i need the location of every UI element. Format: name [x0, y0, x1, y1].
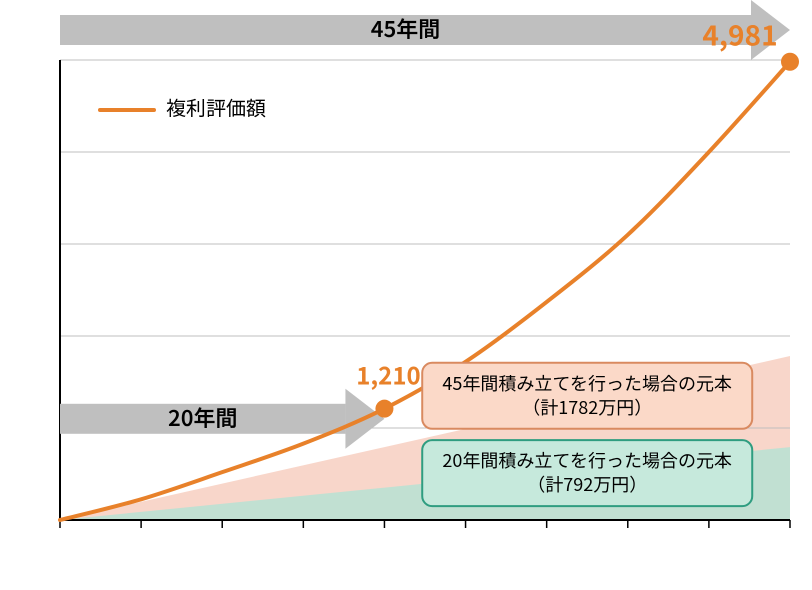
callout-principal45-line2: （計1782万円）	[522, 394, 652, 420]
curve-marker	[375, 400, 393, 418]
curve-marker-label: 1,210	[356, 357, 420, 392]
curve-marker	[781, 53, 799, 71]
callout-principal20-line1: 20年間積み立てを行った場合の元本	[442, 447, 732, 473]
callout-principal20-line2: （計792万円）	[527, 471, 647, 497]
callout-principal20: 20年間積み立てを行った場合の元本（計792万円）	[422, 440, 752, 506]
curve-marker-label: 4,981	[702, 15, 777, 55]
arrow-20yr-label: 20年間	[168, 401, 238, 433]
legend-label: 複利評価額	[166, 92, 266, 121]
callout-principal45: 45年間積み立てを行った場合の元本（計1782万円）	[422, 363, 752, 429]
callout-principal45-line1: 45年間積み立てを行った場合の元本	[442, 370, 732, 396]
arrow-45yr-label: 45年間	[371, 12, 441, 44]
